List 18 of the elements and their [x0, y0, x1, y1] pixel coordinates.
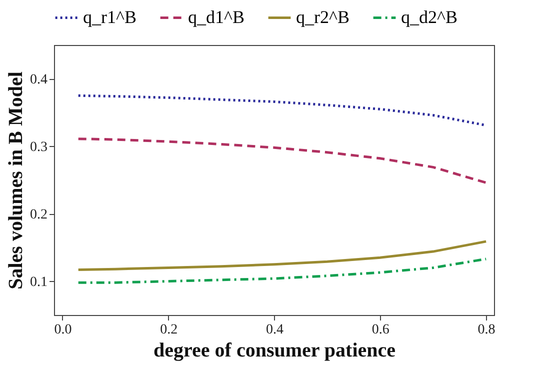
- legend-label: q_d2^B: [401, 6, 458, 27]
- line-series: [77, 258, 488, 284]
- line-series: [77, 138, 488, 184]
- legend-label: q_d1^B: [188, 6, 244, 27]
- y-tick-label: 0.2: [30, 207, 48, 222]
- line-series: [77, 240, 488, 272]
- y-axis-title: Sales volumes in B Model: [5, 71, 27, 290]
- y-tick-label: 0.4: [30, 72, 48, 88]
- x-axis-title: degree of consumer patience: [154, 340, 396, 362]
- x-tick-label: 0.6: [372, 322, 390, 338]
- x-tick-label: 0.0: [54, 322, 72, 338]
- x-tick-label: 0.4: [266, 322, 284, 338]
- x-tick-label: 0.8: [478, 322, 496, 338]
- y-tick-label: 0.1: [30, 274, 48, 290]
- legend-label: q_r1^B: [83, 6, 136, 27]
- y-tick-label: 0.3: [30, 140, 48, 155]
- x-tick-label: 0.2: [160, 322, 178, 338]
- legend-label: q_r2^B: [296, 6, 350, 27]
